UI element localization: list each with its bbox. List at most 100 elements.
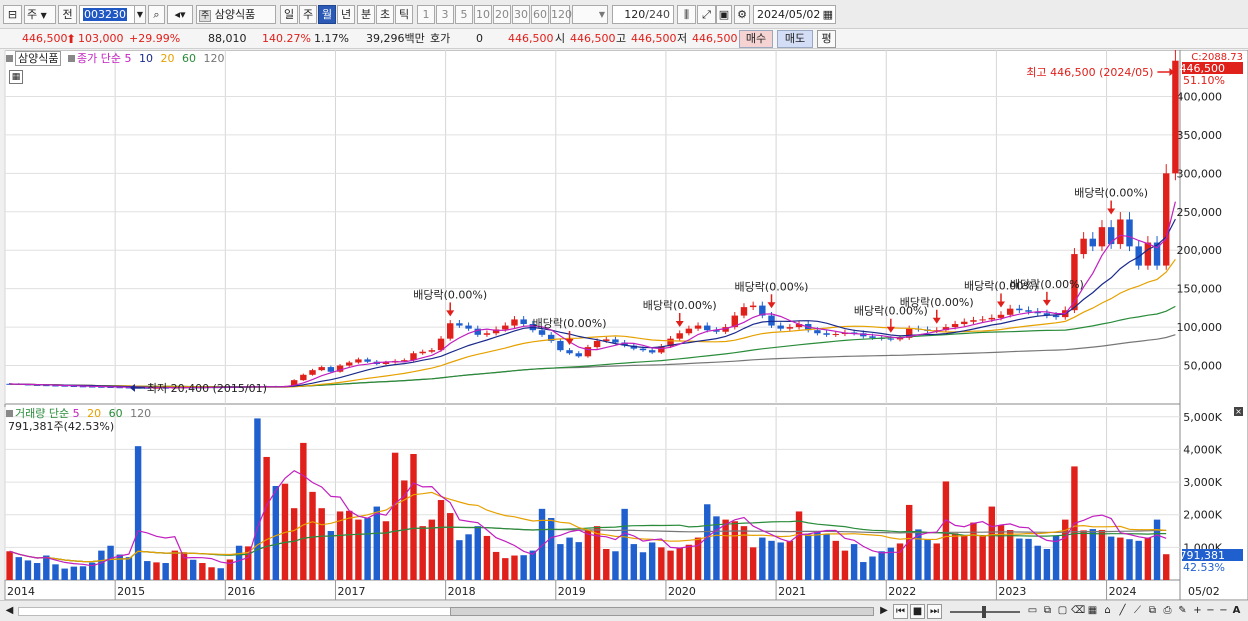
minus-icon[interactable]: − <box>1219 605 1228 616</box>
stock-type-select[interactable]: 주 ▼ <box>24 5 56 24</box>
buy-button[interactable]: 매수 <box>739 30 773 48</box>
price-change-pct: +29.99% <box>129 32 181 45</box>
save-icon[interactable]: ▣ <box>716 5 732 24</box>
candle-body <box>52 385 59 387</box>
volume-bar <box>731 521 738 580</box>
candle-body <box>639 348 647 351</box>
volume-bar <box>189 559 197 580</box>
candle-body <box>557 340 564 351</box>
prev-button[interactable]: 전 <box>58 5 77 24</box>
grid-icon[interactable]: ▦ <box>1087 605 1098 616</box>
candle-body <box>419 351 426 354</box>
volume-bar <box>300 442 307 580</box>
avg-button[interactable]: 평 <box>817 30 836 48</box>
interval-60[interactable]: 60 <box>531 5 549 24</box>
legend-ma5: 5 <box>124 52 132 65</box>
pencil-icon[interactable]: ✎ <box>1178 605 1187 616</box>
zoom-slider-handle[interactable] <box>982 606 986 618</box>
copy2-icon[interactable]: ⧉ <box>1148 605 1157 616</box>
candle-body <box>905 328 913 338</box>
step-back-icon[interactable]: ⏮ <box>893 604 908 619</box>
zoom-in-icon[interactable]: + <box>1193 605 1202 616</box>
period-year[interactable]: 년 <box>337 5 355 24</box>
period-second[interactable]: 초 <box>376 5 394 24</box>
gear-icon[interactable]: ⚙ <box>734 5 750 24</box>
volume-bar <box>410 454 417 580</box>
chart-svg[interactable]: 2014 2015 2016 2017 2018 2019 2020 2021 2022 2023… <box>0 50 1248 600</box>
scroll-thumb[interactable] <box>450 607 874 616</box>
layout-icon[interactable]: ▭ <box>1027 605 1038 616</box>
candle-type-icon[interactable]: ⫼ <box>677 5 696 24</box>
scroll-right-icon[interactable]: ▶ <box>880 605 888 616</box>
candle-body <box>1080 238 1087 255</box>
period-day[interactable]: 일 <box>280 5 298 24</box>
candle-body <box>850 332 858 334</box>
copy-icon[interactable]: ⧉ <box>1043 605 1052 616</box>
stock-name: 삼양식품 <box>214 8 256 21</box>
volume-bar <box>1107 536 1115 580</box>
interval-1[interactable]: 1 <box>417 5 435 24</box>
volume-bar <box>547 517 555 580</box>
eraser-icon[interactable]: ⌫ <box>1071 605 1086 616</box>
candle-body <box>88 386 96 388</box>
close-panel-icon[interactable]: × <box>1234 407 1243 416</box>
interval-10[interactable]: 10 <box>474 5 492 24</box>
volume-bar <box>245 546 252 580</box>
interval-30[interactable]: 30 <box>512 5 530 24</box>
volume-bar <box>1034 545 1041 580</box>
font-size-icon[interactable]: A <box>1232 605 1241 616</box>
calendar-icon[interactable]: ▦ <box>822 8 833 21</box>
candle-body <box>575 353 582 357</box>
search-icon[interactable]: ⌕ <box>148 5 165 24</box>
interval-5[interactable]: 5 <box>455 5 473 24</box>
candle-body <box>520 319 527 325</box>
volume-current-box <box>1182 549 1243 561</box>
stock-name-field[interactable]: 주 삼양식품 <box>196 5 276 24</box>
candle-body <box>951 324 959 328</box>
volume-bar <box>639 552 647 580</box>
volume-bar <box>1098 530 1106 580</box>
window-icon[interactable]: ▢ <box>1057 605 1068 616</box>
candle-body <box>447 323 454 339</box>
period-week[interactable]: 주 <box>299 5 317 24</box>
scroll-left-icon[interactable]: ◀ <box>5 605 14 616</box>
volume-bar <box>850 544 858 580</box>
candle-body <box>676 333 683 339</box>
calculator-icon[interactable]: ▦ <box>9 70 23 84</box>
step-forward-icon[interactable]: ⏭ <box>927 604 942 619</box>
price-tick-label: 150,000 <box>1177 283 1223 296</box>
interval-3[interactable]: 3 <box>436 5 454 24</box>
interval-20[interactable]: 20 <box>493 5 511 24</box>
interval-custom-select[interactable]: ▼ <box>572 5 608 24</box>
volume-bar <box>327 531 335 580</box>
interval-120[interactable]: 120 <box>550 5 572 24</box>
period-month[interactable]: 월 <box>318 5 336 24</box>
candle-body <box>970 320 977 322</box>
speaker-icon[interactable]: ◂▾ <box>167 5 193 24</box>
zoom-out-icon[interactable]: − <box>1206 605 1215 616</box>
tool-icon[interactable]: ⌂ <box>1104 605 1111 616</box>
window-menu-icon[interactable]: ⊟ <box>3 5 22 24</box>
date-input[interactable]: 2024/05/02 ▦ <box>753 5 836 24</box>
candle-body <box>933 330 940 332</box>
draw-tool-icon[interactable]: ⤢ <box>697 5 716 24</box>
x-tick-label: 2016 <box>227 585 255 598</box>
period-tick[interactable]: 틱 <box>395 5 413 24</box>
candle-body <box>61 385 68 387</box>
line-icon[interactable]: ╱ <box>1119 605 1126 616</box>
legend-ma60: 60 <box>181 52 196 65</box>
volume-bar <box>896 543 904 580</box>
print-icon[interactable]: ⎙ <box>1163 605 1172 616</box>
code-dropdown-icon[interactable]: ▼ <box>134 5 146 24</box>
candle-body <box>79 386 87 388</box>
stop-icon[interactable]: ■ <box>910 604 925 619</box>
bar-count-input[interactable]: 120/240 <box>612 5 674 24</box>
open-price: 446,500 <box>570 32 616 45</box>
x-tick-label: 2022 <box>888 585 916 598</box>
bottom-scrollbar[interactable]: ◀ ▶ ⏮ ■ ⏭ ▭ ⧉ ▢ ⌫ ▦ ⌂ ╱ ⟋ ⧉ ⎙ ✎ + − − A <box>0 600 1248 621</box>
stock-code-input[interactable]: 003230 <box>79 5 145 24</box>
dividend-arrow-head <box>565 338 574 345</box>
sell-button[interactable]: 매도 <box>777 30 813 48</box>
period-minute[interactable]: 분 <box>357 5 375 24</box>
ruler-icon[interactable]: ⟋ <box>1134 605 1141 616</box>
